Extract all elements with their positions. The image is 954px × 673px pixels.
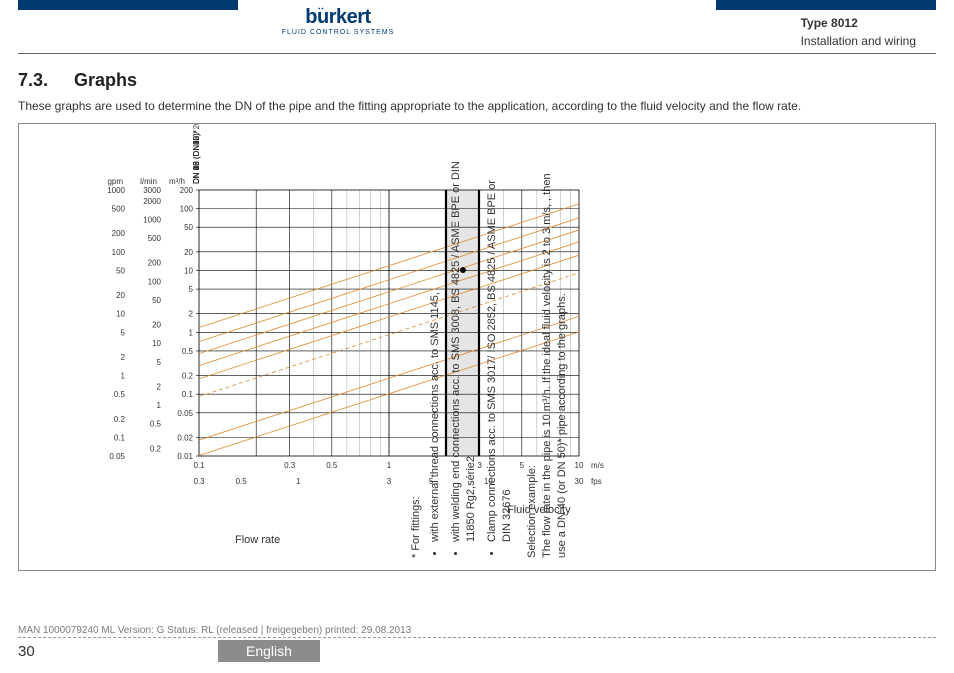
svg-text:1000: 1000 xyxy=(107,186,125,195)
footer-language: English xyxy=(218,640,320,662)
svg-text:2: 2 xyxy=(121,353,126,362)
footer: MAN 1000079240 ML Version: G Status: RL … xyxy=(18,625,936,669)
svg-text:500: 500 xyxy=(148,234,162,243)
svg-text:200: 200 xyxy=(180,186,194,195)
svg-text:1000: 1000 xyxy=(143,216,161,225)
svg-text:10: 10 xyxy=(116,310,125,319)
svg-text:3000: 3000 xyxy=(143,186,161,195)
notes-panel: * For fittings: with external thread con… xyxy=(665,123,936,152)
svg-text:0.5: 0.5 xyxy=(326,461,338,470)
svg-text:0.1: 0.1 xyxy=(182,390,194,399)
svg-text:0.5: 0.5 xyxy=(150,420,162,429)
svg-text:0.05: 0.05 xyxy=(177,409,193,418)
svg-text:m³/h: m³/h xyxy=(169,177,185,186)
type-line: Type 8012 xyxy=(801,16,858,30)
page-header: bu‥rkert FLUID CONTROL SYSTEMS Type 8012… xyxy=(18,0,936,54)
svg-text:0.1: 0.1 xyxy=(193,461,205,470)
svg-text:200: 200 xyxy=(112,229,126,238)
notes-item: with welding end connections acc. to SMS… xyxy=(449,160,479,542)
logo-subtitle: FLUID CONTROL SYSTEMS xyxy=(246,29,430,36)
svg-text:1: 1 xyxy=(387,461,392,470)
svg-text:10: 10 xyxy=(184,266,193,275)
svg-text:0.2: 0.2 xyxy=(114,415,126,424)
svg-text:500: 500 xyxy=(112,205,126,214)
svg-text:20: 20 xyxy=(184,248,193,257)
svg-text:3: 3 xyxy=(387,477,392,486)
notes-heading: * For fittings: xyxy=(409,160,424,558)
svg-text:0.02: 0.02 xyxy=(177,433,193,442)
svg-text:100: 100 xyxy=(148,277,162,286)
notes-item: Clamp connections acc. to SMS 3017/ ISO … xyxy=(485,160,515,542)
svg-text:2: 2 xyxy=(157,382,162,391)
selection-title: Selection example: xyxy=(525,160,540,558)
svg-text:0.5: 0.5 xyxy=(114,390,126,399)
svg-text:5: 5 xyxy=(189,285,194,294)
header-right-text: Type 8012 Installation and wiring xyxy=(801,14,916,50)
selection-body: The flow rate in the pipe is 10 m³/h. If… xyxy=(540,160,571,558)
logo: bu‥rkert FLUID CONTROL SYSTEMS xyxy=(238,0,438,53)
svg-text:0.3: 0.3 xyxy=(193,477,205,486)
svg-text:2000: 2000 xyxy=(143,197,161,206)
flow-rate-axis-label: Flow rate xyxy=(235,534,280,546)
svg-text:0.2: 0.2 xyxy=(182,372,194,381)
svg-text:50: 50 xyxy=(116,266,125,275)
footer-meta: MAN 1000079240 ML Version: G Status: RL … xyxy=(18,625,936,638)
svg-text:10: 10 xyxy=(152,339,161,348)
svg-text:50: 50 xyxy=(184,223,193,232)
svg-text:5: 5 xyxy=(157,358,162,367)
section-description: These graphs are used to determine the D… xyxy=(18,99,936,113)
section-heading: 7.3. Graphs xyxy=(18,70,936,91)
content: 7.3. Graphs These graphs are used to dete… xyxy=(0,54,954,571)
footer-page-number: 30 xyxy=(18,643,218,660)
notes-item: with external thread connections acc. to… xyxy=(428,160,443,542)
svg-text:5: 5 xyxy=(121,328,126,337)
svg-text:2: 2 xyxy=(189,310,194,319)
figure-box: 200 100 50 20 10 5 2 1 0.5 0.2 0.1 0.05 0.02 0.01 3000… xyxy=(18,123,936,571)
svg-text:20: 20 xyxy=(116,291,125,300)
svg-text:l/min: l/min xyxy=(140,177,157,186)
section-number: 7.3. xyxy=(18,70,48,90)
svg-text:1: 1 xyxy=(121,372,126,381)
notes-list: with external thread connections acc. to… xyxy=(428,160,514,558)
svg-text:0.5: 0.5 xyxy=(236,477,248,486)
svg-text:0.3: 0.3 xyxy=(284,461,296,470)
svg-text:100: 100 xyxy=(180,205,194,214)
svg-text:100: 100 xyxy=(112,248,126,257)
header-subtitle: Installation and wiring xyxy=(801,34,916,48)
section-title: Graphs xyxy=(74,70,137,90)
svg-text:gpm: gpm xyxy=(107,177,123,186)
svg-text:0.5: 0.5 xyxy=(182,347,194,356)
svg-text:0.1: 0.1 xyxy=(114,433,126,442)
header-left-bar xyxy=(18,0,238,10)
logo-text: bu‥rkert xyxy=(246,6,430,29)
svg-text:20: 20 xyxy=(152,321,161,330)
svg-text:0.01: 0.01 xyxy=(177,452,193,461)
svg-text:1: 1 xyxy=(296,477,301,486)
svg-text:50: 50 xyxy=(152,296,161,305)
svg-text:1: 1 xyxy=(157,401,162,410)
svg-text:200: 200 xyxy=(148,259,162,268)
svg-text:0.2: 0.2 xyxy=(150,444,162,453)
header-right-bar xyxy=(716,0,936,10)
svg-text:1: 1 xyxy=(189,328,194,337)
svg-text:0.05: 0.05 xyxy=(109,452,125,461)
